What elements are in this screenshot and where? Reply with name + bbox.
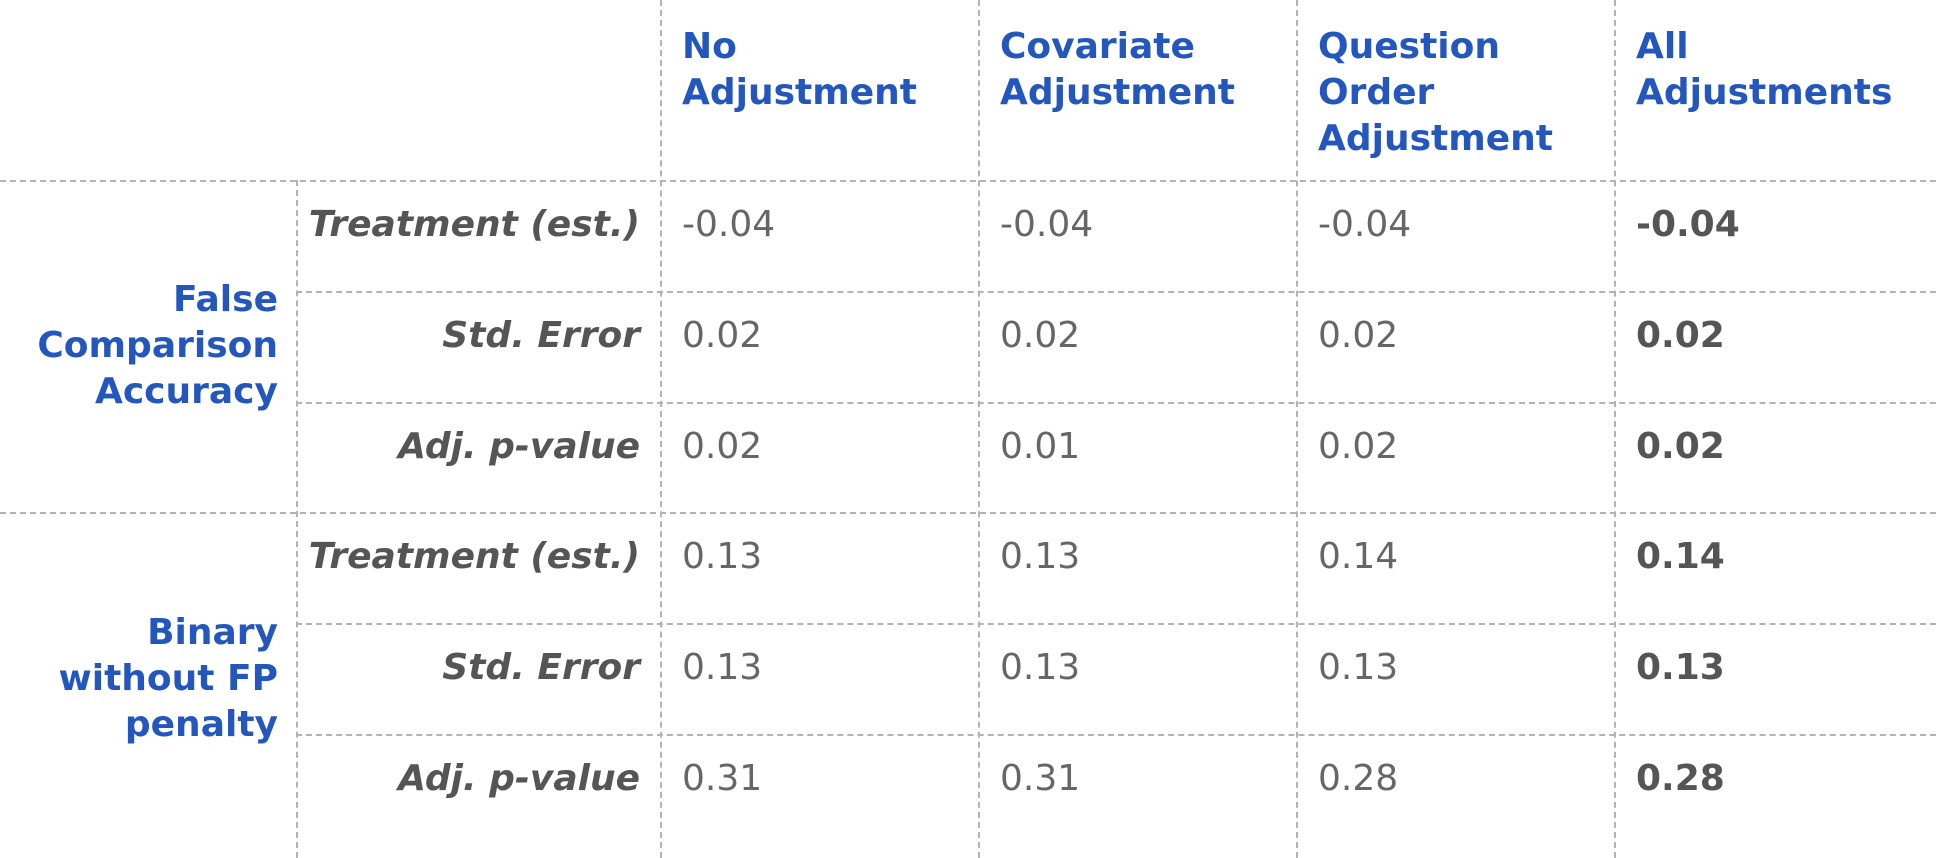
row-divider [296,623,1936,625]
row-label-treatment: Treatment (est.) [308,536,640,577]
table-cell: -0.04 [682,204,776,245]
table-cell: 0.13 [1000,647,1081,688]
table-cell: 0.02 [1636,426,1725,467]
table-cell: 0.01 [1000,426,1081,467]
row-label-adj-p-value: Adj. p-value [398,426,640,467]
table-cell: -0.04 [1318,204,1412,245]
row-label-std-error: Std. Error [442,315,640,356]
table-cell: 0.02 [1000,315,1081,356]
table-cell: -0.04 [1636,204,1740,245]
row-divider [296,402,1936,404]
column-divider [978,0,980,858]
group-label-false-comparison-accuracy: False Comparison Accuracy [37,279,278,412]
table-cell: 0.02 [1318,315,1399,356]
column-divider [1614,0,1616,858]
column-divider [660,0,662,858]
table-cell: 0.13 [1318,647,1399,688]
table-cell: 0.02 [1636,315,1725,356]
table-cell: 0.28 [1318,758,1399,799]
header-divider [0,180,1936,182]
row-divider [296,291,1936,293]
table-cell: 0.13 [682,647,763,688]
column-header-no-adjustment: No Adjustment [682,26,918,113]
group-label-binary-without-fp-penalty: Binary without FP penalty [58,612,278,745]
table-cell: 0.02 [682,315,763,356]
row-label-treatment: Treatment (est.) [308,204,640,245]
row-label-std-error: Std. Error [442,647,640,688]
table-cell: 0.02 [682,426,763,467]
column-header-covariate-adjustment: Covariate Adjustment [1000,26,1236,113]
group-divider [0,512,1936,514]
row-label-adj-p-value: Adj. p-value [398,758,640,799]
table-cell: 0.31 [682,758,763,799]
table-cell: 0.14 [1318,536,1399,577]
table-cell: 0.31 [1000,758,1081,799]
column-header-all-adjustments: All Adjustments [1636,26,1893,113]
row-divider [296,734,1936,736]
table-cell: 0.14 [1636,536,1725,577]
column-divider [296,180,298,858]
column-header-question-order-adjustment: Question Order Adjustment [1318,26,1554,159]
table-cell: -0.04 [1000,204,1094,245]
table-cell: 0.02 [1318,426,1399,467]
table-cell: 0.13 [682,536,763,577]
table-cell: 0.28 [1636,758,1725,799]
column-divider [1296,0,1298,858]
table-cell: 0.13 [1636,647,1725,688]
table-cell: 0.13 [1000,536,1081,577]
